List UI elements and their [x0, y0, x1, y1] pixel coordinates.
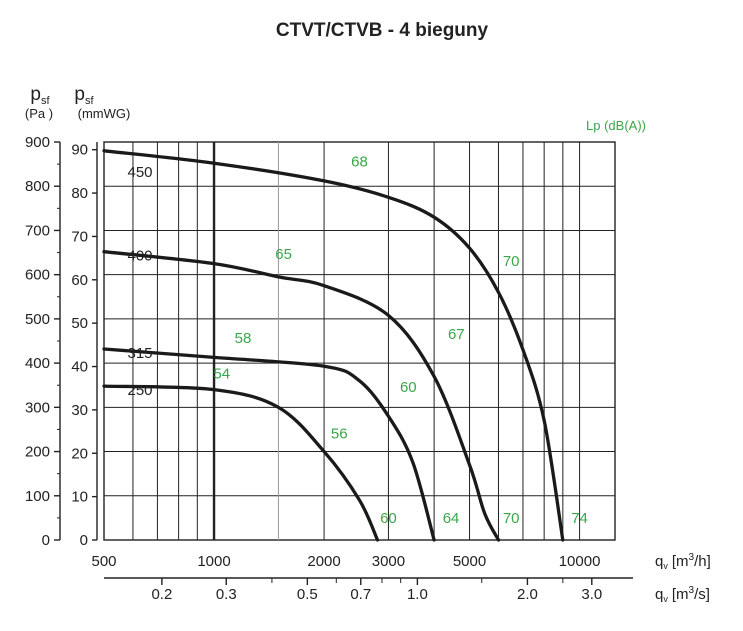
y-tick-mmwg-label: 60	[71, 272, 88, 289]
y-tick-pa-label: 300	[25, 399, 50, 416]
x-tick-m3h-label: 1000	[197, 553, 230, 570]
y-tick-mmwg-label: 50	[71, 315, 88, 332]
lp-label-450: 74	[571, 510, 588, 527]
y-tick-pa-label: 200	[25, 444, 50, 461]
y-tick-mmwg-label: 10	[71, 489, 88, 506]
x-tick-m3h-label: 2000	[307, 553, 340, 570]
x-tick-m3s-label: 2.0	[517, 586, 538, 603]
y-tick-mmwg-label: 90	[71, 142, 88, 159]
chart-title: CTVT/CTVB - 4 bieguny	[276, 20, 489, 41]
lp-label-400: 70	[503, 510, 520, 527]
lp-label-400: 67	[448, 326, 465, 343]
y-tick-pa-label: 800	[25, 178, 50, 195]
y-tick-mmwg-label: 80	[71, 185, 88, 202]
y-tick-pa-label: 100	[25, 488, 50, 505]
series-label-250: 250	[127, 382, 152, 399]
y-axis-mmwg-unit: (mmWG)	[78, 106, 131, 121]
curve-labels: 450 68 70 74 400 65 67 70 315 58 60 64 250 54 56 60	[127, 153, 587, 527]
lp-label-315: 64	[443, 510, 460, 527]
series-label-315: 315	[127, 345, 152, 362]
x-tick-m3s-label: 0.5	[297, 586, 318, 603]
y-axis-pa-label: psf	[30, 84, 50, 107]
curve-315	[102, 347, 436, 542]
x-axis-m3h-label: qv [m3/h]	[655, 552, 711, 571]
y-tick-pa-label: 700	[25, 222, 50, 239]
x-tick-m3s-label: 3.0	[581, 586, 602, 603]
lp-label-450: 70	[503, 253, 520, 270]
lp-label-450: 68	[351, 153, 368, 170]
y-tick-pa-label: 900	[25, 134, 50, 151]
y-tick-mmwg-label: 40	[71, 359, 88, 376]
fan-curves	[102, 149, 565, 542]
lp-label-250: 60	[380, 510, 397, 527]
series-label-400: 400	[127, 248, 152, 265]
x-tick-m3s-label: 0.2	[151, 586, 172, 603]
lp-label-315: 58	[235, 330, 252, 347]
lp-label-250: 56	[331, 425, 348, 442]
y-tick-mmwg-label: 0	[80, 532, 88, 549]
x-tick-m3s-label: 0.3	[216, 586, 237, 603]
x-tick-m3h-label: 3000	[372, 553, 405, 570]
y-tick-pa-label: 500	[25, 311, 50, 328]
x-tick-m3s-label: 1.0	[407, 586, 428, 603]
y-tick-pa-label: 0	[42, 532, 50, 549]
x-tick-m3h-label: 5000	[453, 553, 486, 570]
y-tick-mmwg-label: 20	[71, 445, 88, 462]
curve-400	[102, 250, 501, 542]
x-ticks: 500 1000 2000 3000 5000 10000 0.2 0.3 0.5 0.7 1.0 2…	[91, 553, 633, 603]
x-tick-m3s-label: 0.7	[350, 586, 371, 603]
x-tick-m3h-label: 10000	[559, 553, 601, 570]
y-tick-mmwg-label: 30	[71, 402, 88, 419]
y-axis-mmwg-label: psf	[74, 84, 94, 107]
x-axis-m3s-label: qv [m3/s]	[655, 585, 710, 604]
lp-label-250: 54	[213, 366, 230, 383]
lp-label-400: 65	[275, 246, 292, 263]
lp-label: Lp (dB(A))	[586, 118, 646, 133]
y-axis-pa-unit: (Pa )	[25, 106, 53, 121]
y-tick-pa-label: 400	[25, 355, 50, 372]
lp-label-315: 60	[400, 379, 417, 396]
plot-frame	[103, 141, 616, 541]
curve-450	[102, 149, 565, 542]
y-tick-pa-label: 600	[25, 267, 50, 284]
series-label-450: 450	[127, 164, 152, 181]
curve-250	[102, 384, 380, 542]
x-tick-m3h-label: 500	[91, 553, 116, 570]
y-ticks: 9008007006005004003002001000908070605040…	[25, 134, 97, 549]
grid	[59, 141, 616, 541]
y-tick-mmwg-label: 70	[71, 228, 88, 245]
